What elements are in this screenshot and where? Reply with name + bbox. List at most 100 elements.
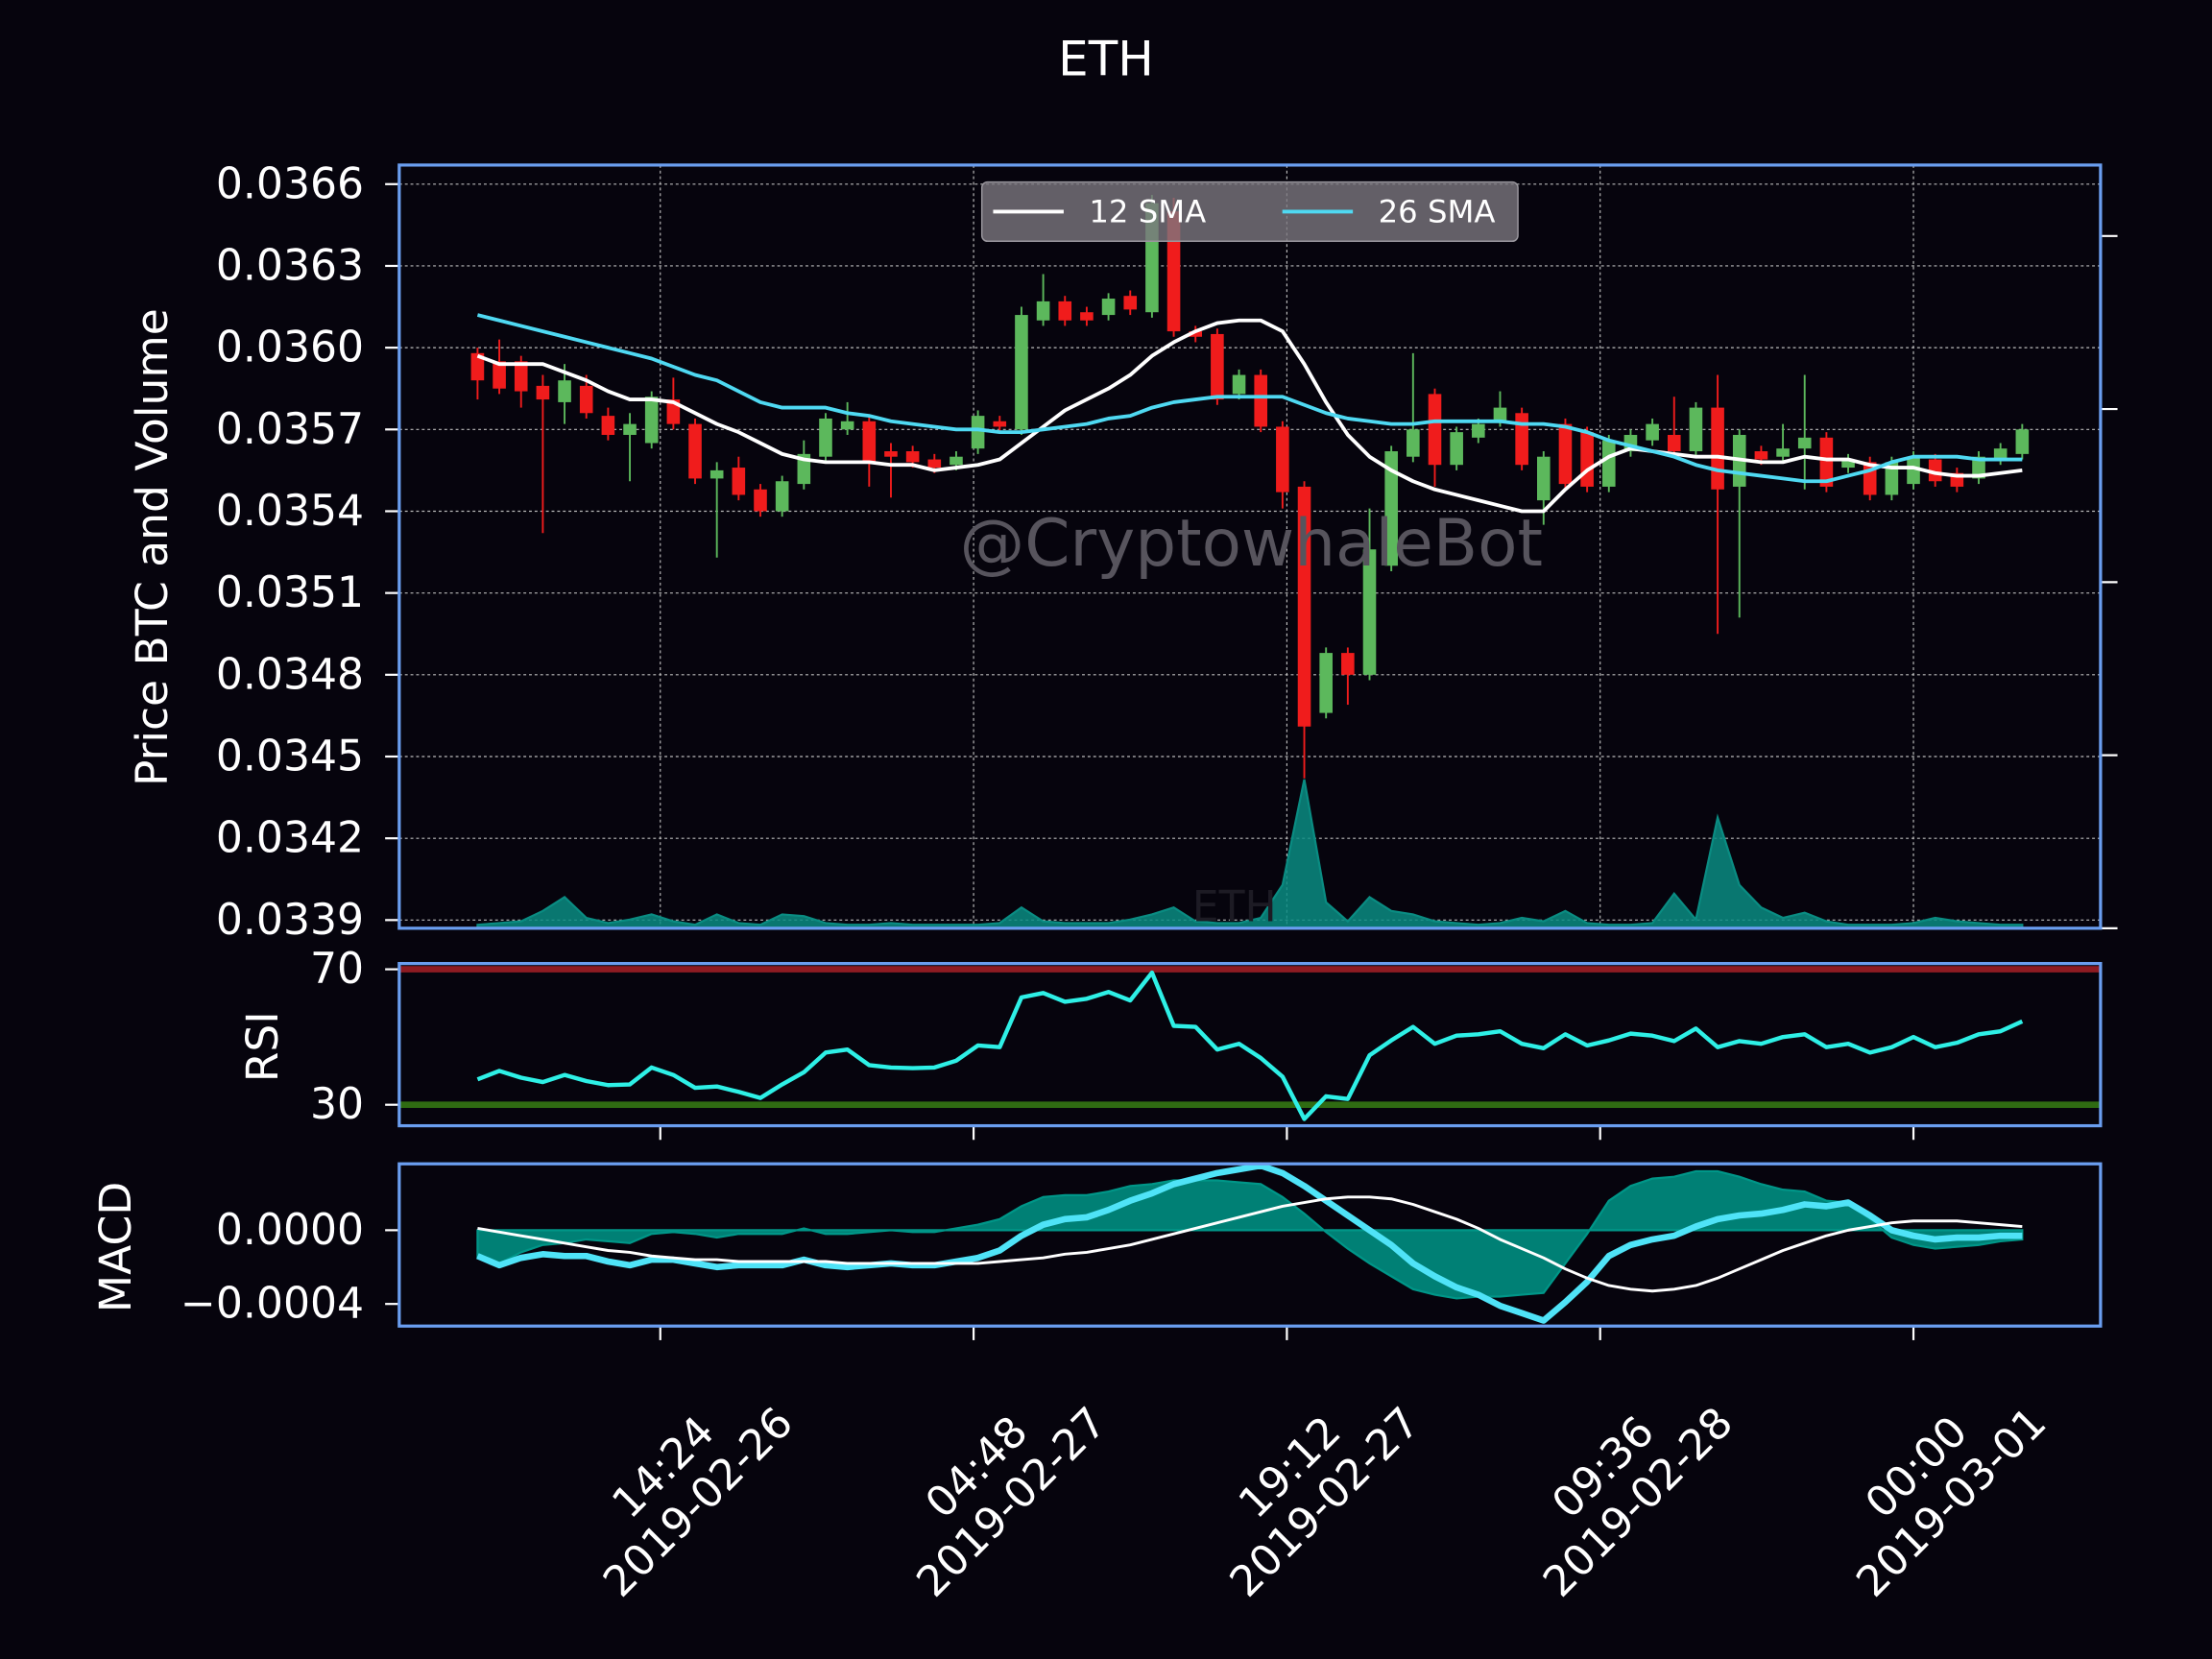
axes-frame [397,961,2103,1128]
candle-body [1101,299,1116,316]
sma-line [476,313,2023,484]
candle-body [470,352,485,381]
axes-frame [397,163,2103,930]
volume-area [476,779,2024,929]
y-tick-label: 0.0360 [216,324,364,373]
chart-title: ETH [1058,32,1154,87]
candle-body [1493,407,1507,421]
axes-frame [397,1162,2103,1328]
y-axis-label: Price BTC and Volume [127,308,178,786]
candle-body [1667,434,1681,452]
legend-box [980,180,1519,243]
candle-body [1797,437,1812,449]
candle-body [1689,407,1703,452]
candle-body [993,421,1007,427]
candle-body [840,421,854,430]
y-tick-label: 0.0363 [216,241,364,290]
candle-body [1907,456,1920,485]
candle-body [1993,448,2008,460]
candle-body [1123,296,1138,310]
candle-body [623,423,637,435]
y-axis-label: MACD [90,1182,141,1313]
candle-body [1276,426,1289,493]
candle-body [819,418,832,457]
candle-body [884,451,898,457]
candle-body [1362,549,1377,675]
candle-body [1928,459,1942,482]
candle-body [1407,429,1420,457]
candle-body [1646,423,1659,441]
candle-body [754,489,767,512]
candle-body [775,481,789,512]
legend-label: 26 SMA [1379,193,1496,229]
volume-label: ETH [1192,882,1277,931]
candle-body [1015,315,1028,430]
candle-body [514,361,528,392]
candle-body [1232,374,1246,395]
y-tick-label: 0.0354 [216,487,364,536]
candle-body [1537,456,1551,501]
y-tick-label: −0.0004 [180,1280,364,1329]
y-tick-label: 70 [310,945,364,994]
candle-body [1580,432,1594,487]
candle-body [1036,301,1050,321]
candle-body [950,456,963,466]
candle-body [1189,331,1203,337]
candle-body [558,380,571,402]
candle-body [1254,374,1268,427]
candle-body [1601,440,1616,487]
y-axis-label: RSI [237,1011,288,1082]
candle-body [1972,456,1985,479]
candle-body [709,469,724,479]
candle-body [579,385,593,414]
candle-body [1841,459,1855,469]
candle-body [1450,432,1463,466]
candle-body [732,468,746,495]
candle-body [1211,333,1224,400]
macd-line [477,1195,2023,1293]
candle-body [1341,653,1355,675]
y-tick-label: 0.0357 [216,405,364,454]
candle-body [493,361,506,389]
candle-body [2015,429,2030,454]
y-tick-label: 0.0345 [216,732,364,781]
candle-body [1297,486,1311,727]
macd-histogram [476,1169,2024,1300]
candle-body [971,416,985,449]
y-tick-label: 0.0342 [216,814,364,863]
candle-body [601,416,615,435]
candle-body [1558,423,1573,485]
candle-body [644,397,659,444]
candle-body [1776,448,1790,457]
candle-body [1885,462,1899,495]
candle-body [1711,407,1724,490]
candle-body [1080,312,1094,321]
candle-body [1384,451,1398,566]
candle-body [1472,423,1485,438]
sma-line [476,318,2023,514]
macd-line [476,1162,2023,1324]
y-tick-label: 0.0351 [216,568,364,617]
candle-body [1754,451,1768,460]
y-tick-label: 0.0000 [216,1206,364,1255]
candle-body [1428,394,1442,466]
candle-body [905,451,920,463]
y-tick-label: 0.0339 [216,896,364,945]
y-tick-label: 0.0348 [216,650,364,699]
legend-label: 12 SMA [1089,193,1206,229]
candle-body [536,385,550,400]
watermark: @CryptowhaleBot [960,505,1543,581]
candle-body [1319,653,1333,713]
rsi-line [476,970,2024,1121]
y-tick-label: 30 [310,1080,364,1129]
candle-body [1515,413,1528,466]
y-tick-label: 0.0366 [216,159,364,208]
candle-body [927,459,942,469]
candle-body [1819,437,1834,487]
candle-body [1058,301,1072,321]
candle-body [688,423,702,479]
candle-body [862,421,877,463]
